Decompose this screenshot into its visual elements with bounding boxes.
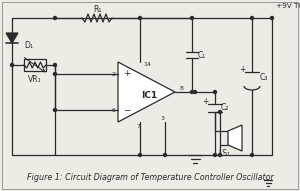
Circle shape [214, 154, 217, 156]
Circle shape [194, 91, 196, 94]
Circle shape [190, 91, 194, 94]
Text: VR₁: VR₁ [28, 74, 42, 83]
Text: 3: 3 [161, 116, 165, 121]
Text: −: − [123, 105, 131, 114]
Text: IC1: IC1 [141, 91, 157, 100]
Text: C₃: C₃ [260, 74, 268, 83]
Circle shape [271, 16, 274, 19]
Polygon shape [6, 33, 18, 43]
Bar [220, 131, 228, 145]
Text: +: + [123, 70, 131, 79]
Text: 6: 6 [111, 108, 115, 112]
Circle shape [218, 111, 221, 113]
Text: LS₁: LS₁ [218, 148, 230, 158]
Text: +: + [202, 97, 208, 107]
Text: +9V TO 12V: +9V TO 12V [276, 3, 300, 9]
Bar [24, 59, 46, 71]
Circle shape [214, 91, 217, 94]
Circle shape [139, 154, 142, 156]
Circle shape [53, 73, 56, 75]
Text: 14: 14 [143, 62, 151, 67]
Circle shape [139, 16, 142, 19]
Circle shape [11, 63, 14, 66]
Circle shape [53, 63, 56, 66]
Circle shape [190, 16, 194, 19]
Circle shape [164, 154, 166, 156]
Text: +: + [239, 66, 245, 74]
Polygon shape [228, 125, 242, 151]
Text: R₁: R₁ [93, 5, 101, 14]
Text: 2: 2 [111, 71, 115, 77]
Circle shape [250, 16, 254, 19]
Circle shape [53, 16, 56, 19]
Circle shape [250, 154, 254, 156]
Text: D₁: D₁ [24, 41, 33, 50]
Text: C₂: C₂ [221, 104, 229, 112]
Text: Figure 1: Circuit Diagram of Temperature Controller Oscillator: Figure 1: Circuit Diagram of Temperature… [27, 173, 273, 182]
Circle shape [218, 154, 221, 156]
Text: 8: 8 [180, 87, 184, 91]
Circle shape [53, 108, 56, 112]
Text: 7: 7 [136, 124, 140, 129]
Text: C₁: C₁ [198, 50, 206, 60]
Polygon shape [118, 62, 175, 122]
